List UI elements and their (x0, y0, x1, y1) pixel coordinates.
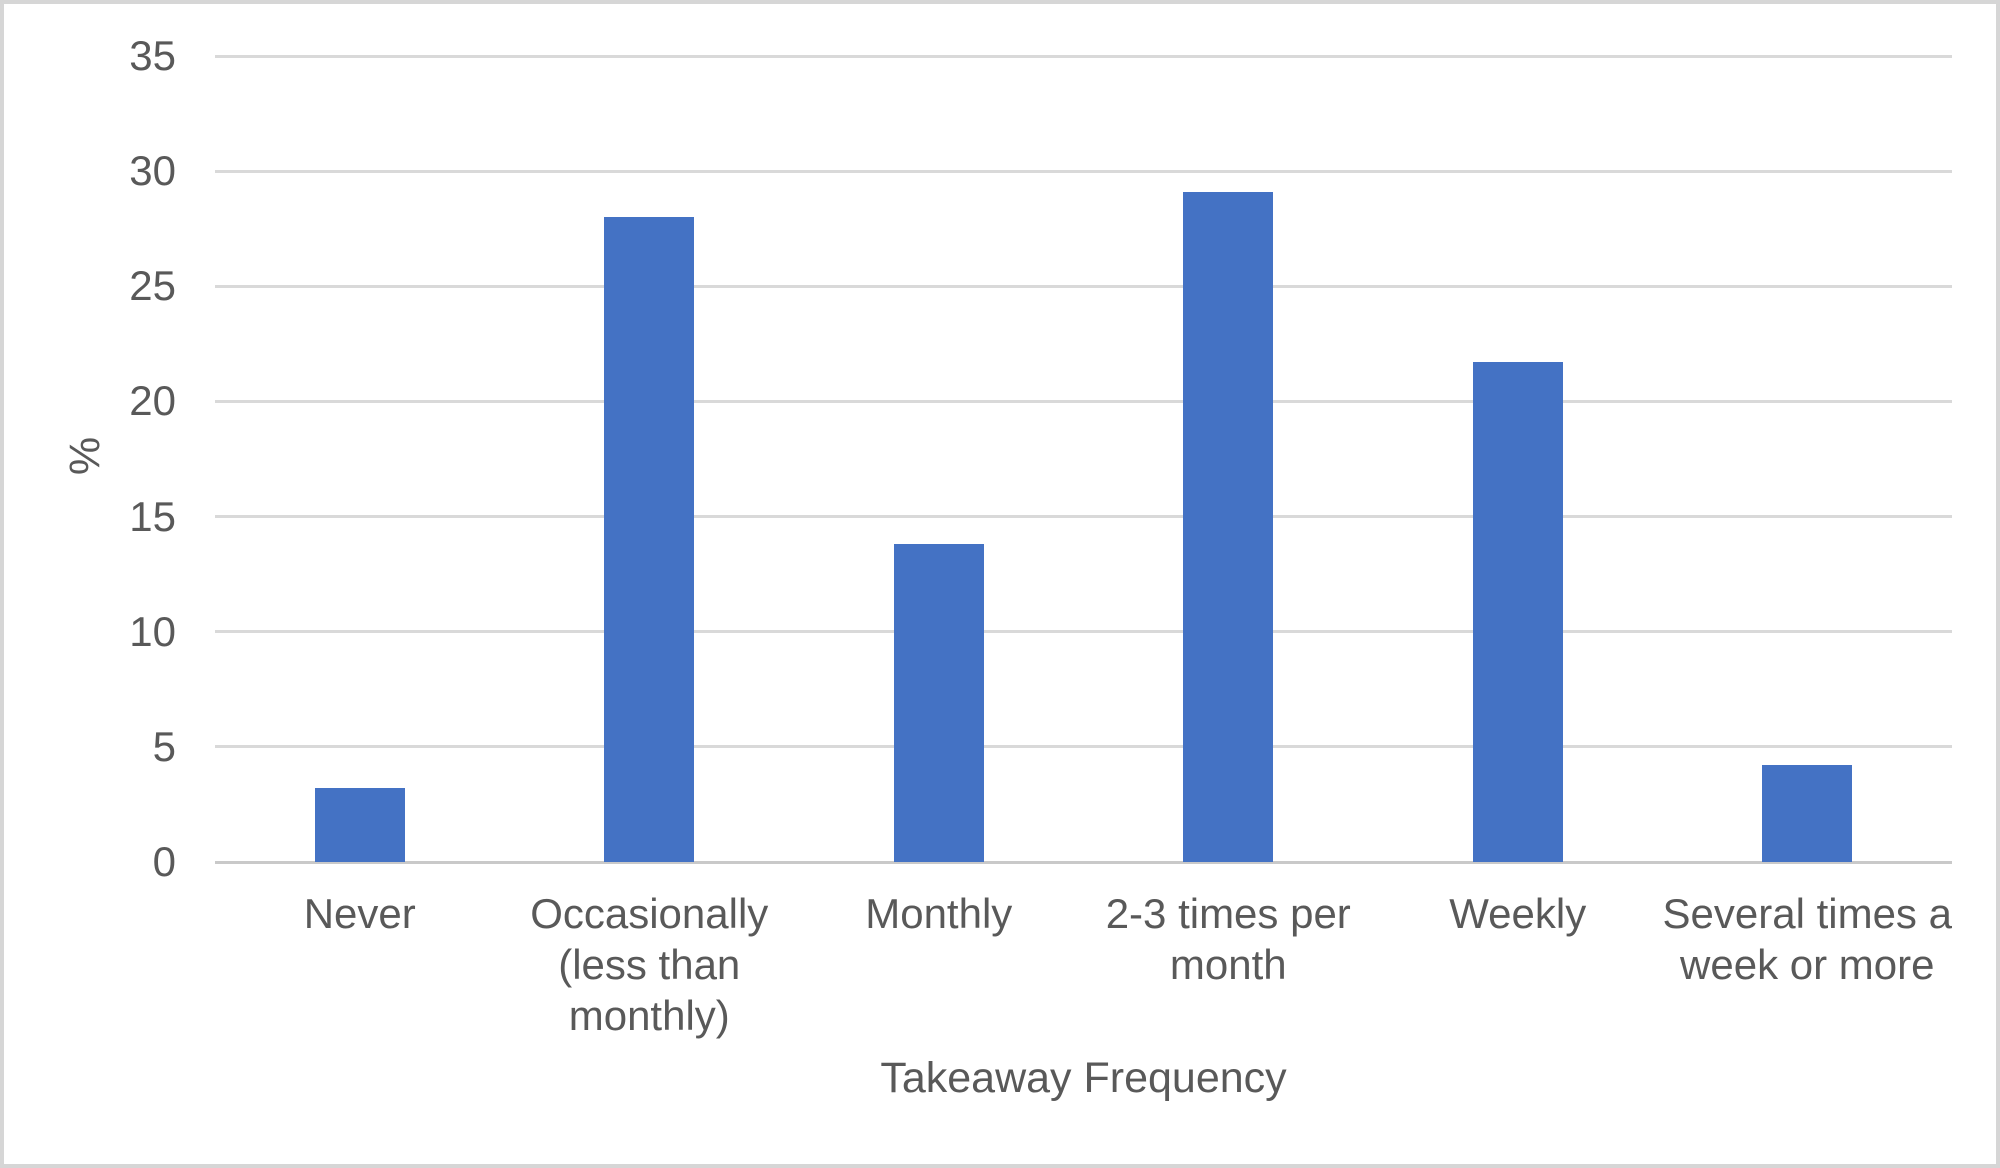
y-tick-label: 20 (129, 377, 176, 425)
bar (893, 544, 984, 862)
y-tick-label: 25 (129, 262, 176, 310)
bar (604, 217, 695, 862)
bar (1472, 362, 1563, 862)
category-label: Several times a week or more (1662, 890, 1952, 989)
y-tick-label: 0 (152, 838, 176, 885)
y-tick-label: 10 (129, 607, 176, 655)
category-label: 2-3 times per month (1105, 890, 1351, 989)
gridline (215, 54, 1952, 58)
x-axis-line (215, 860, 1952, 864)
x-axis-title: Takeaway Frequency (880, 1054, 1287, 1102)
bar (1762, 765, 1853, 862)
y-tick-label: 5 (152, 722, 176, 770)
y-tick-label: 15 (129, 492, 176, 540)
gridline (215, 745, 1952, 749)
bar (314, 788, 405, 862)
category-label: Weekly (1449, 890, 1587, 937)
gridline (215, 169, 1952, 173)
gridline (215, 284, 1952, 288)
category-label: Never (303, 890, 416, 937)
plot-area (215, 54, 1952, 864)
gridline (215, 399, 1952, 403)
y-tick-label: 30 (129, 147, 176, 195)
y-tick-label: 35 (129, 32, 176, 79)
category-label: Monthly (865, 890, 1013, 937)
category-label: Occasionally (less than monthly) (530, 890, 769, 1040)
gridline (215, 515, 1952, 519)
bar (1183, 191, 1274, 862)
gridline (215, 630, 1952, 634)
